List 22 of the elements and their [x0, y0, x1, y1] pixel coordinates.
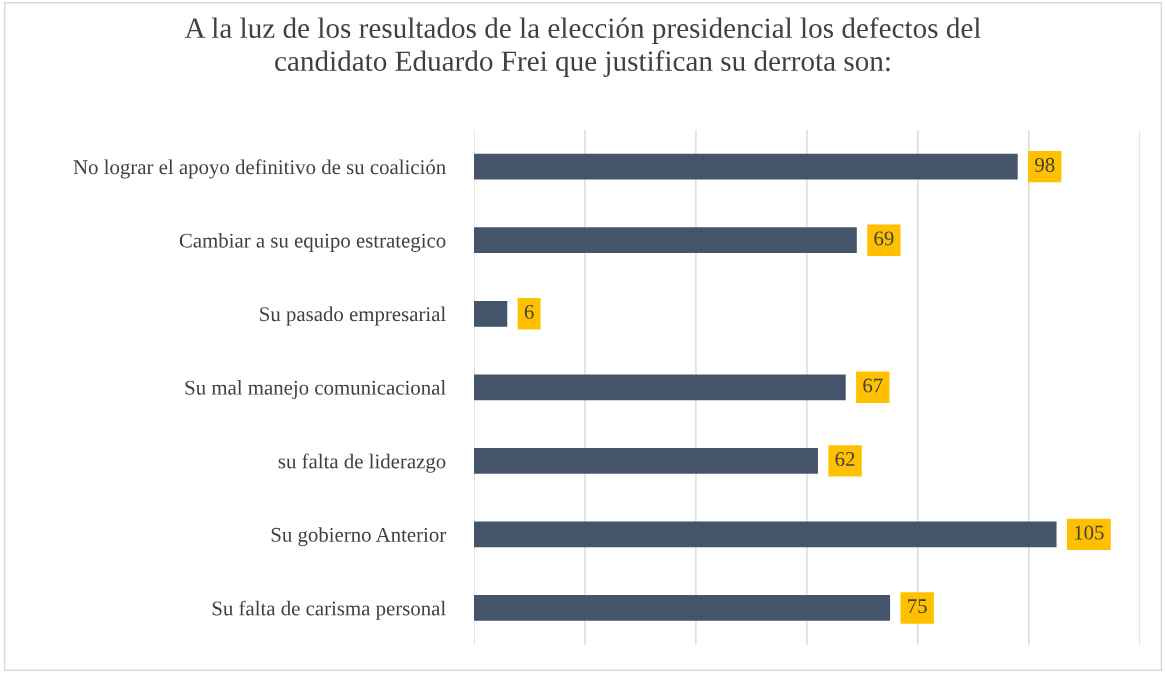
- y-tick-label: No lograr el apoyo definitivo de su coalición: [73, 159, 446, 179]
- data-label: 62: [835, 452, 855, 467]
- y-tick-label: su falta de liderazgo: [278, 453, 446, 473]
- bar: [473, 153, 1018, 180]
- bar: [473, 595, 891, 621]
- y-tick-label: Su gobierno Anterior: [271, 527, 447, 547]
- data-label: 105: [1075, 525, 1104, 540]
- data-label: 69: [874, 231, 894, 246]
- data-label: 6: [524, 304, 534, 319]
- chart-title: A la luz de los resultados de la elección presidencial los defectos del candidato Eduardo Frei que justifican su derrota son:: [184, 17, 981, 77]
- y-tick-label: Su mal manejo comunicacional: [185, 380, 446, 399]
- bar: [473, 300, 508, 327]
- data-label: 67: [863, 378, 883, 393]
- data-label: 75: [908, 599, 927, 614]
- bar: [473, 227, 857, 254]
- bar: [473, 521, 1057, 548]
- data-label: 98: [1035, 157, 1055, 172]
- bar: [473, 374, 846, 401]
- bar: [473, 447, 818, 474]
- y-tick-label: Su pasado empresarial: [260, 306, 446, 326]
- y-tick-label: Su falta de carisma personal: [212, 600, 446, 620]
- y-tick-label: Cambiar a su equipo estrategico: [179, 232, 446, 252]
